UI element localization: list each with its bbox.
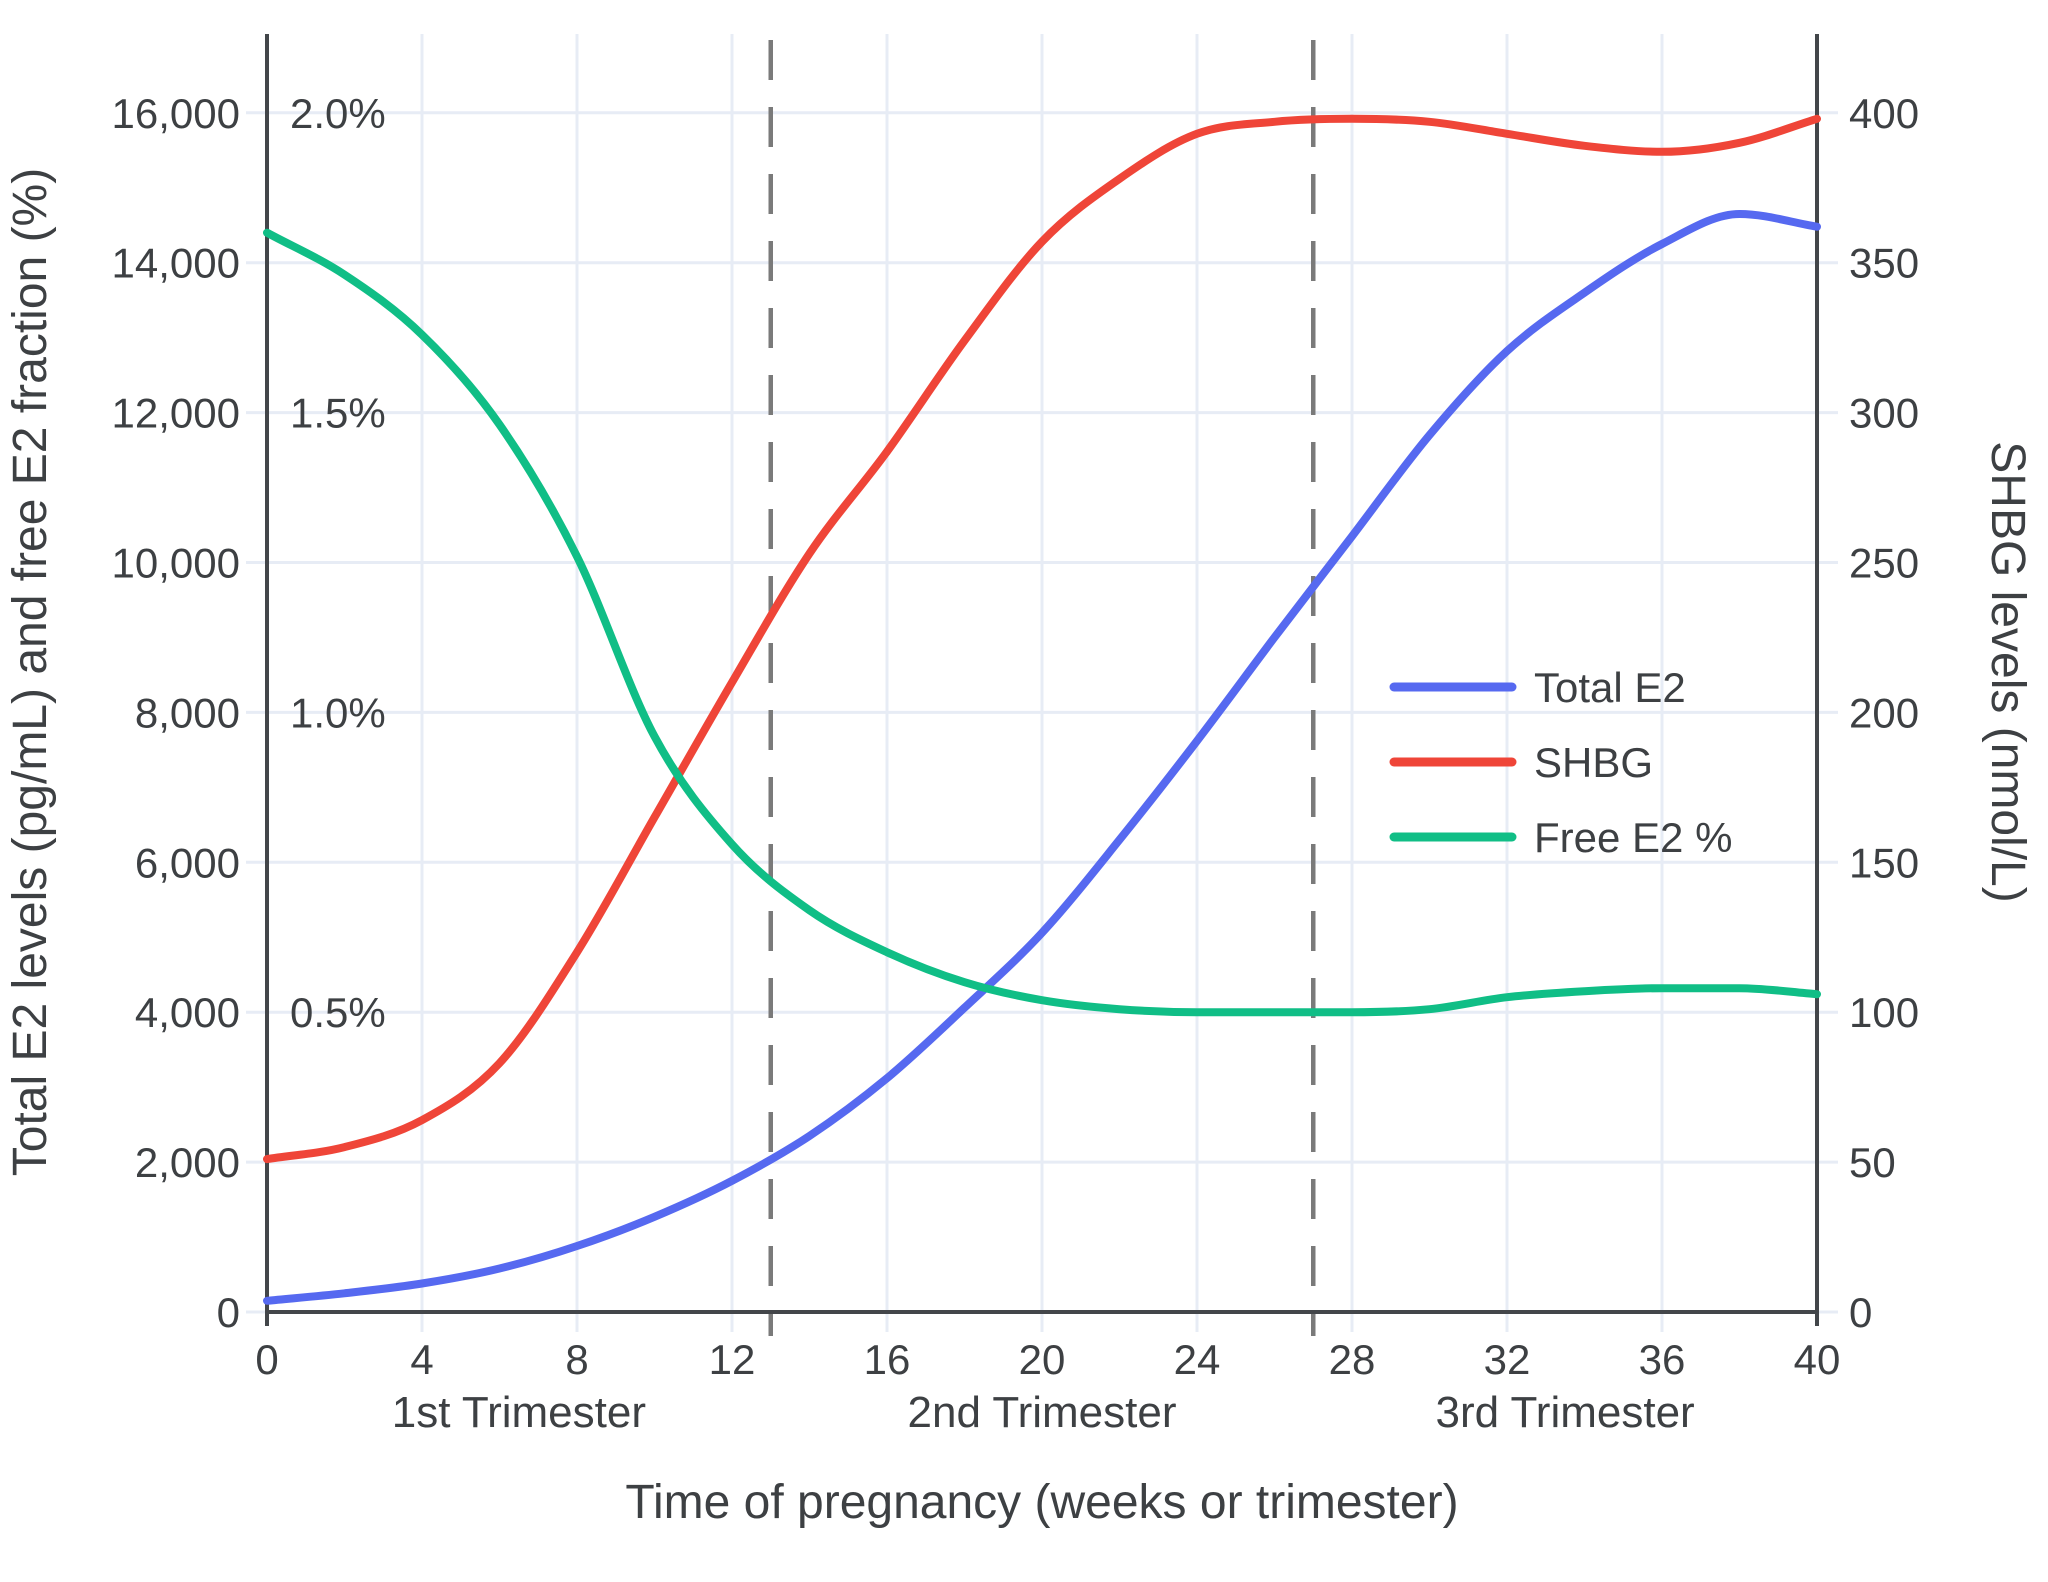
- left-tick-label: 2,000: [135, 1139, 240, 1186]
- legend-label-3: Free E2 %: [1534, 814, 1732, 861]
- x-tick-label: 8: [565, 1336, 588, 1383]
- trimester-label-2: 2nd Trimester: [908, 1388, 1177, 1437]
- x-tick-label: 24: [1174, 1336, 1221, 1383]
- right-tick-label: 0: [1849, 1289, 1872, 1336]
- left-tick-label: 10,000: [112, 540, 240, 587]
- left-tick-label: 0: [217, 1289, 240, 1336]
- right-tick-label: 250: [1849, 540, 1919, 587]
- left-tick-label: 14,000: [112, 240, 240, 287]
- x-axis-title: Time of pregnancy (weeks or trimester): [625, 1476, 1458, 1529]
- x-tick-label: 20: [1019, 1336, 1066, 1383]
- legend: Total E2 SHBG Free E2 %: [1389, 664, 1732, 861]
- right-tick-label: 100: [1849, 989, 1919, 1036]
- x-tick-label: 12: [709, 1336, 756, 1383]
- x-tick-label: 0: [255, 1336, 278, 1383]
- left-tick-label: 12,000: [112, 390, 240, 437]
- trimester-label-3: 3rd Trimester: [1436, 1388, 1695, 1437]
- trimester-boundary-lines: [768, 40, 1316, 1336]
- data-curves: [263, 114, 1821, 1305]
- x-tick-label: 28: [1329, 1336, 1376, 1383]
- right-tick-label: 50: [1849, 1139, 1896, 1186]
- left-tick-label: 6,000: [135, 839, 240, 886]
- x-tick-label: 16: [864, 1336, 911, 1383]
- x-tick-label: 40: [1794, 1336, 1841, 1383]
- tick-labels: 0 2,000 4,000 6,000 8,000 10,000 12,000 14,000 1…: [112, 90, 1920, 1437]
- left-tick-label: 8,000: [135, 689, 240, 736]
- trimester-label-1: 1st Trimester: [392, 1388, 646, 1437]
- percent-tick-label: 1.0%: [290, 689, 386, 736]
- left-y-axis-title: Total E2 levels (pg/mL) and free E2 frac…: [4, 168, 57, 1176]
- legend-label-1: Total E2: [1534, 664, 1686, 711]
- percent-tick-label: 0.5%: [290, 989, 386, 1036]
- right-tick-label: 150: [1849, 839, 1919, 886]
- x-tick-label: 32: [1484, 1336, 1531, 1383]
- right-tick-label: 350: [1849, 240, 1919, 287]
- curve-total-e2: [263, 210, 1821, 1305]
- legend-label-2: SHBG: [1534, 739, 1653, 786]
- axis-lines: [265, 34, 1819, 1326]
- percent-tick-label: 2.0%: [290, 90, 386, 137]
- right-tick-label: 300: [1849, 390, 1919, 437]
- right-y-axis-title: SHBG levels (nmol/L): [1981, 441, 2034, 902]
- curve-free-e2-: [263, 228, 1821, 1017]
- curve-shbg: [263, 114, 1821, 1164]
- x-tick-label: 4: [410, 1336, 433, 1383]
- x-tick-label: 36: [1639, 1336, 1686, 1383]
- left-tick-label: 16,000: [112, 90, 240, 137]
- left-tick-label: 4,000: [135, 989, 240, 1036]
- right-tick-label: 200: [1849, 689, 1919, 736]
- percent-tick-label: 1.5%: [290, 390, 386, 437]
- right-tick-label: 400: [1849, 90, 1919, 137]
